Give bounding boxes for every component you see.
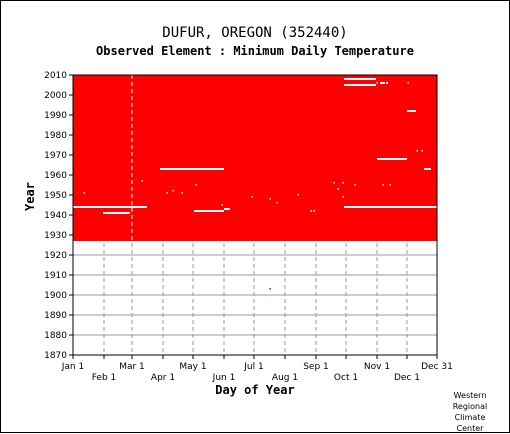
missing-point — [172, 190, 174, 192]
x-tick-label: May 1 — [179, 362, 206, 372]
y-tick-label: 1870 — [44, 351, 67, 361]
missing-point — [376, 82, 378, 84]
missing-segment — [344, 206, 437, 208]
missing-segment — [73, 206, 147, 208]
missing-segment — [344, 78, 376, 80]
x-tick-label: Nov 1 — [364, 362, 390, 372]
missing-point — [416, 150, 418, 152]
missing-point — [251, 196, 253, 198]
y-tick-label: 1910 — [44, 271, 67, 281]
missing-segment — [424, 168, 431, 170]
credit-line: Regional — [452, 402, 488, 411]
x-tick-label: Feb 1 — [92, 373, 117, 383]
missing-point — [166, 192, 168, 194]
credit-text: Western Regional Climate Center — [445, 390, 495, 434]
missing-point — [342, 196, 344, 198]
x-tick-label: Apr 1 — [151, 373, 175, 383]
missing-segment — [344, 84, 376, 86]
y-tick-label: 1970 — [44, 151, 67, 161]
y-tick-label: 1940 — [44, 211, 67, 221]
observed-data-block — [73, 75, 437, 241]
y-tick-label: 1930 — [44, 231, 67, 241]
y-tick-label: 1950 — [44, 191, 67, 201]
chart-subtitle: Observed Element : Minimum Daily Tempera… — [96, 44, 414, 58]
y-tick-label: 1990 — [44, 111, 67, 121]
missing-point — [141, 180, 143, 182]
missing-point — [195, 184, 197, 186]
observed-point — [269, 288, 271, 290]
x-tick-label: Mar 1 — [119, 362, 145, 372]
missing-segment — [386, 82, 388, 84]
missing-point — [221, 204, 223, 206]
y-tick-label: 2010 — [44, 71, 67, 81]
missing-point — [313, 210, 315, 212]
missing-point — [382, 184, 384, 186]
credit-line: Climate — [454, 413, 486, 422]
chart-title: DUFUR, OREGON (352440) — [162, 25, 348, 41]
missing-point — [342, 182, 344, 184]
x-tick-label: Jul 1 — [243, 362, 263, 372]
missing-point — [354, 184, 356, 186]
x-axis-label: Day of Year — [215, 383, 295, 397]
missing-point — [389, 184, 391, 186]
x-tick-label: Oct 1 — [334, 373, 358, 383]
x-tick-label: Dec 1 — [394, 373, 420, 383]
y-tick-label: 1880 — [44, 331, 67, 341]
y-tick-label: 1980 — [44, 131, 67, 141]
missing-point — [269, 198, 271, 200]
missing-segment — [224, 208, 230, 210]
missing-point — [83, 192, 85, 194]
x-tick-label: Sep 1 — [303, 362, 329, 372]
missing-point — [276, 202, 278, 204]
missing-point — [421, 150, 423, 152]
y-tick-label: 1920 — [44, 251, 67, 261]
missing-point — [333, 182, 335, 184]
missing-point — [337, 188, 339, 190]
missing-segment — [160, 168, 224, 170]
y-tick-label: 1960 — [44, 171, 67, 181]
y-tick-label: 1890 — [44, 311, 67, 321]
missing-point — [407, 82, 409, 84]
missing-segment — [194, 210, 224, 212]
missing-segment — [407, 110, 416, 112]
x-tick-label: Jun 1 — [212, 373, 236, 383]
missing-point — [181, 192, 183, 194]
credit-line: Western — [453, 391, 487, 400]
missing-segment — [103, 212, 130, 214]
y-tick-label: 2000 — [44, 91, 67, 101]
missing-point — [310, 210, 312, 212]
x-tick-label: Aug 1 — [272, 373, 298, 383]
missing-point — [297, 194, 299, 196]
y-tick-label: 1900 — [44, 291, 67, 301]
x-tick-label: Dec 31 — [421, 362, 453, 372]
x-tick-label: Jan 1 — [61, 362, 84, 372]
credit-line: Center — [456, 424, 484, 433]
missing-segment — [377, 158, 407, 160]
missing-segment — [380, 82, 385, 84]
